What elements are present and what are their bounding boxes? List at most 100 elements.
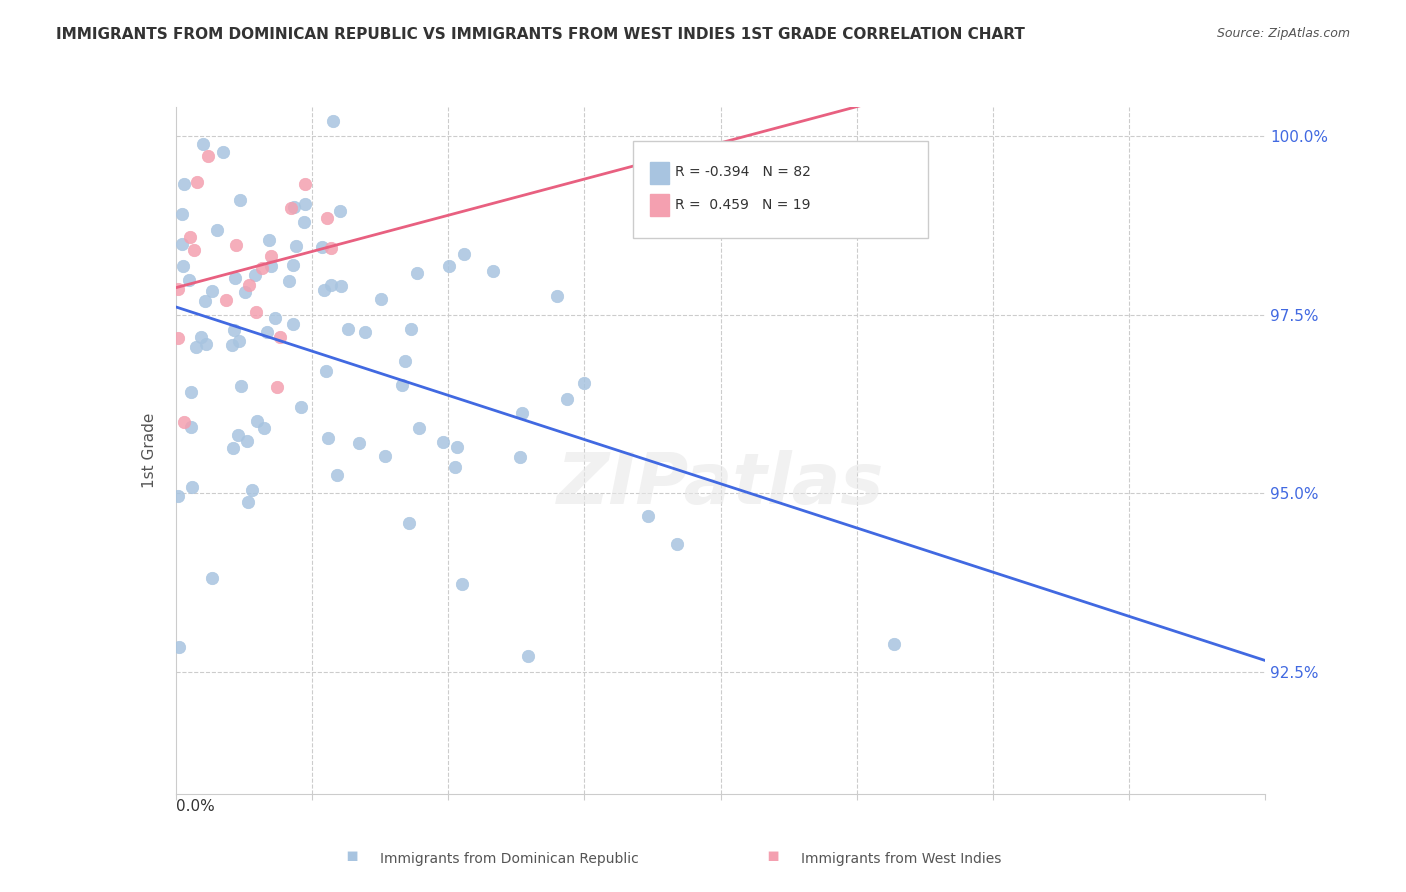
Point <box>259 249 281 263</box>
Text: R =  0.459   N = 19: R = 0.459 N = 19 <box>675 197 810 211</box>
Point <box>280 201 302 215</box>
Point <box>283 200 305 214</box>
Point <box>179 273 201 287</box>
Point <box>446 440 468 454</box>
Point <box>439 260 461 274</box>
Point <box>269 330 291 344</box>
Point <box>207 223 229 237</box>
Point <box>236 494 259 508</box>
Point <box>172 236 194 251</box>
Point <box>637 508 659 523</box>
Point <box>408 420 430 434</box>
Point <box>191 137 214 152</box>
Point <box>172 207 194 221</box>
Point <box>233 285 256 300</box>
Text: Immigrants from Dominican Republic: Immigrants from Dominican Republic <box>380 852 638 865</box>
Point <box>194 293 217 308</box>
Point <box>482 264 505 278</box>
Point <box>316 431 339 445</box>
Point <box>353 325 375 339</box>
Text: IMMIGRANTS FROM DOMINICAN REPUBLIC VS IMMIGRANTS FROM WEST INDIES 1ST GRADE CORR: IMMIGRANTS FROM DOMINICAN REPUBLIC VS IM… <box>56 27 1025 42</box>
Point <box>444 459 467 474</box>
Point <box>314 283 336 297</box>
Point <box>329 203 352 218</box>
Point <box>173 177 195 191</box>
Text: 0.0%: 0.0% <box>176 799 215 814</box>
Point <box>222 442 245 456</box>
Point <box>229 194 252 208</box>
Point <box>172 259 194 273</box>
Point <box>277 274 299 288</box>
Point <box>285 239 308 253</box>
Point <box>180 480 202 494</box>
Point <box>555 392 578 407</box>
Point <box>184 340 207 354</box>
Point <box>238 277 260 292</box>
Point <box>235 434 257 448</box>
Point <box>374 450 396 464</box>
Point <box>167 640 190 654</box>
Point <box>173 415 195 429</box>
Point <box>240 483 263 497</box>
Point <box>167 489 190 503</box>
Point <box>250 261 273 276</box>
Point <box>391 378 413 392</box>
Point <box>221 338 243 352</box>
Point <box>283 317 305 331</box>
Point <box>347 435 370 450</box>
Point <box>325 467 347 482</box>
Point <box>212 145 235 159</box>
Point <box>246 414 269 428</box>
Point <box>228 334 250 348</box>
Point <box>330 278 353 293</box>
Point <box>256 325 278 339</box>
Point <box>195 336 218 351</box>
Bar <box>650 162 669 184</box>
Point <box>322 114 344 128</box>
Text: ▪: ▪ <box>766 846 780 864</box>
Point <box>294 196 316 211</box>
Point <box>214 293 236 307</box>
Point <box>546 289 568 303</box>
Point <box>167 282 190 296</box>
Point <box>336 322 359 336</box>
Point <box>399 322 422 336</box>
Point <box>316 211 339 225</box>
Point <box>226 428 249 442</box>
Point <box>450 577 472 591</box>
Text: Immigrants from West Indies: Immigrants from West Indies <box>801 852 1002 865</box>
Point <box>201 284 224 298</box>
Point <box>264 311 287 326</box>
Point <box>224 322 246 336</box>
Text: ▪: ▪ <box>344 846 359 864</box>
Bar <box>650 194 669 216</box>
Point <box>311 240 333 254</box>
Point <box>883 637 905 651</box>
Point <box>370 292 392 306</box>
Point <box>281 258 304 272</box>
Point <box>319 277 342 292</box>
Point <box>260 259 283 273</box>
Point <box>179 230 201 244</box>
Point <box>665 537 688 551</box>
Point <box>197 149 219 163</box>
Y-axis label: 1st Grade: 1st Grade <box>142 413 157 488</box>
Point <box>453 246 475 260</box>
Point <box>231 378 253 392</box>
Point <box>190 330 212 344</box>
Point <box>253 421 276 435</box>
Point <box>572 376 595 390</box>
Point <box>315 364 337 378</box>
Point <box>186 175 208 189</box>
Text: R = -0.394   N = 82: R = -0.394 N = 82 <box>675 165 811 179</box>
FancyBboxPatch shape <box>633 141 928 237</box>
Point <box>180 419 202 434</box>
Point <box>243 268 266 283</box>
Point <box>292 215 315 229</box>
Point <box>394 354 416 368</box>
Point <box>224 271 246 285</box>
Point <box>319 241 342 255</box>
Point <box>266 380 288 394</box>
Point <box>290 400 312 414</box>
Point <box>509 450 531 464</box>
